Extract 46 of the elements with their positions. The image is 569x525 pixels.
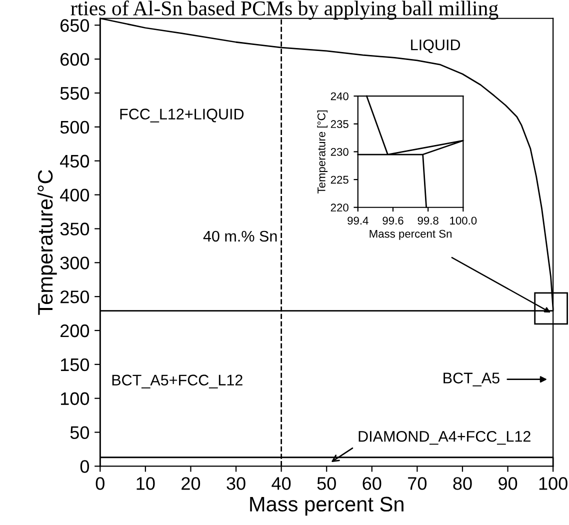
- x-tick-label: 30: [226, 477, 246, 490]
- y-tick-label: 100: [60, 392, 90, 406]
- y-tick-label: 225: [330, 176, 348, 184]
- y-tick-label: 235: [330, 120, 348, 128]
- y-tick-label: 400: [60, 188, 90, 202]
- x-tick-label: 99.6: [382, 216, 404, 225]
- x-axis-title: Mass percent Sn: [250, 496, 404, 516]
- annotation: DIAMOND_A4+FCC_L12: [358, 430, 530, 445]
- y-tick-label: 250: [60, 290, 90, 304]
- y-tick-label: 500: [60, 120, 90, 134]
- x-axis-title: Mass percent Sn: [370, 230, 452, 240]
- x-tick-label: 40: [272, 477, 291, 490]
- y-tick-label: 450: [60, 154, 90, 168]
- x-tick-label: 80: [453, 477, 472, 490]
- y-axis-title: Temperature [°C]: [317, 110, 328, 194]
- y-tick-label: 0: [80, 460, 90, 473]
- chart-title: rties of Al-Sn based PCMs by applying ball milling: [70, 0, 498, 20]
- x-tick-label: 99.4: [348, 216, 368, 225]
- y-tick-label: 600: [60, 53, 90, 66]
- y-tick-label: 50: [70, 426, 90, 439]
- y-tick-label: 350: [60, 222, 90, 236]
- y-tick-label: 200: [60, 324, 90, 338]
- x-tick-label: 99.8: [418, 216, 438, 225]
- annotation: FCC_L12+LIQUID: [120, 108, 244, 122]
- annotation: BCT_A5+FCC_L12: [112, 374, 242, 388]
- x-tick-label: 50: [317, 477, 336, 490]
- x-tick-label: 0: [96, 477, 104, 490]
- annotation: BCT_A5: [444, 372, 500, 386]
- y-tick-label: 150: [60, 358, 90, 372]
- x-tick-label: 70: [408, 477, 427, 490]
- x-tick-label: 60: [362, 477, 382, 490]
- ref-line-label: 40 m.% Sn: [203, 230, 277, 242]
- y-tick-label: 650: [60, 19, 90, 32]
- y-tick-label: 240: [330, 92, 348, 100]
- y-tick-label: 300: [60, 256, 90, 270]
- x-tick-label: 100.0: [450, 216, 477, 225]
- y-tick-label: 220: [330, 204, 348, 212]
- y-tick-label: 230: [330, 148, 348, 156]
- x-tick-label: 100: [539, 477, 568, 490]
- annotation: LIQUID: [411, 39, 460, 54]
- line-series: [357, 95, 464, 208]
- x-tick-label: 20: [182, 477, 200, 490]
- x-tick-label: 90: [498, 477, 518, 490]
- x-tick-label: 10: [136, 477, 155, 490]
- y-tick-label: 550: [60, 86, 90, 100]
- y-axis-title: Temperature/°C: [37, 170, 57, 315]
